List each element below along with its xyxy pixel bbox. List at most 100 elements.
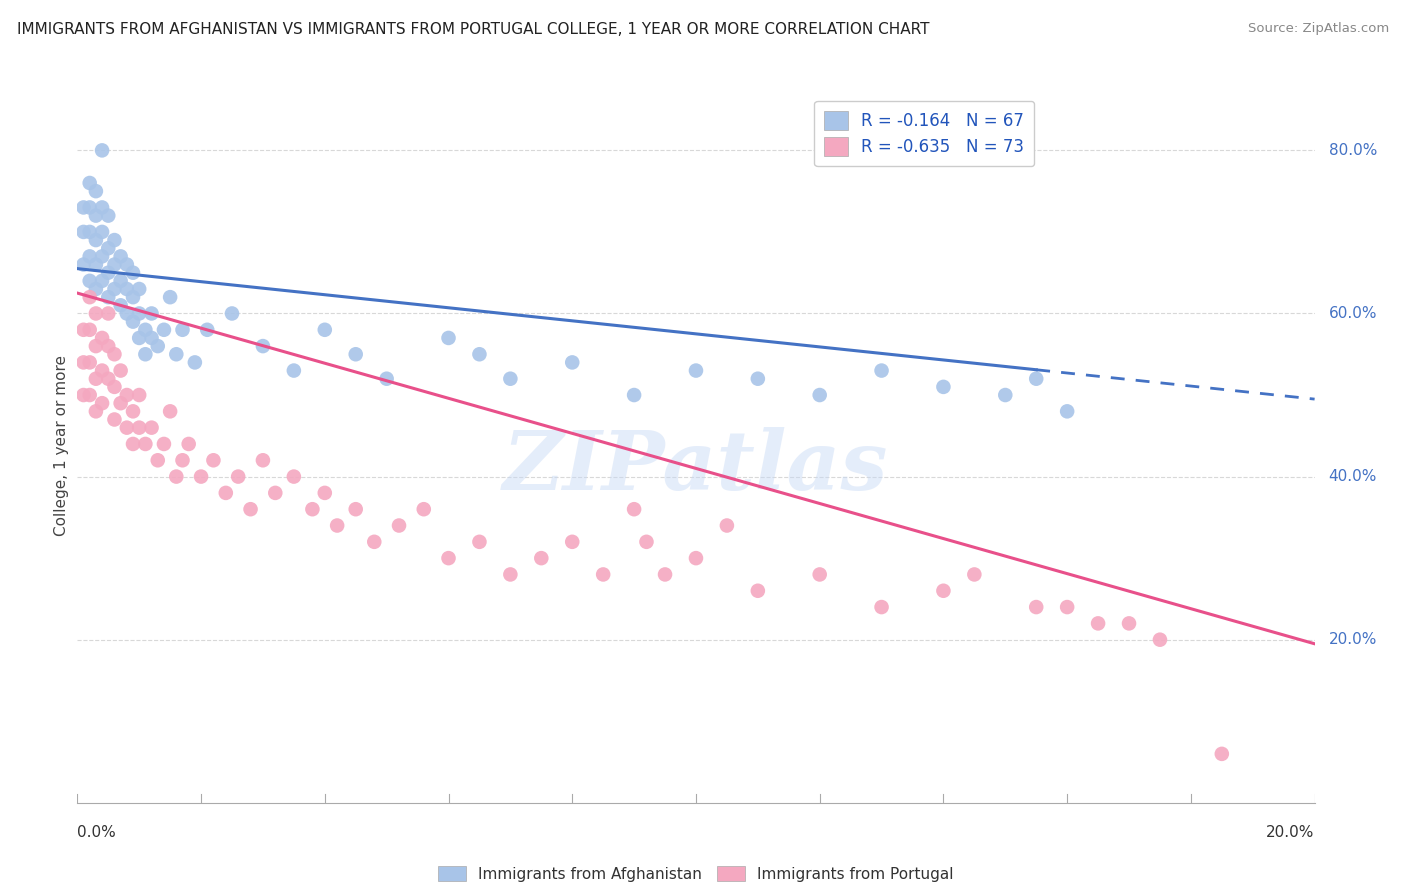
Point xyxy=(110,249,132,263)
Point xyxy=(115,388,138,402)
Point xyxy=(103,380,125,394)
Point xyxy=(623,502,645,516)
Point xyxy=(122,290,145,304)
Point xyxy=(747,372,769,386)
Point xyxy=(172,453,194,467)
Point xyxy=(1087,616,1109,631)
Text: 80.0%: 80.0% xyxy=(1329,143,1376,158)
Point xyxy=(141,420,163,434)
Point xyxy=(97,290,120,304)
Point xyxy=(115,258,138,272)
Point xyxy=(128,306,150,320)
Point xyxy=(172,323,194,337)
Point xyxy=(103,233,125,247)
Text: 0.0%: 0.0% xyxy=(77,825,117,840)
Text: Source: ZipAtlas.com: Source: ZipAtlas.com xyxy=(1249,22,1389,36)
Point xyxy=(115,282,138,296)
Text: ZIPatlas: ZIPatlas xyxy=(503,427,889,508)
Y-axis label: College, 1 year or more: College, 1 year or more xyxy=(53,356,69,536)
Point xyxy=(437,551,460,566)
Text: 60.0%: 60.0% xyxy=(1329,306,1376,321)
Point xyxy=(122,266,145,280)
Point xyxy=(141,306,163,320)
Point xyxy=(97,209,120,223)
Point xyxy=(122,437,145,451)
Point xyxy=(932,583,955,598)
Point xyxy=(84,209,107,223)
Point xyxy=(654,567,676,582)
Point xyxy=(412,502,434,516)
Point xyxy=(79,355,101,369)
Point xyxy=(122,315,145,329)
Point xyxy=(685,363,707,377)
Point xyxy=(177,437,200,451)
Point xyxy=(314,323,336,337)
Point xyxy=(134,323,156,337)
Point xyxy=(1149,632,1171,647)
Point xyxy=(165,347,187,361)
Point xyxy=(623,388,645,402)
Point xyxy=(91,331,114,345)
Point xyxy=(932,380,955,394)
Point xyxy=(1211,747,1233,761)
Point xyxy=(91,225,114,239)
Point xyxy=(84,339,107,353)
Point xyxy=(636,534,658,549)
Point xyxy=(128,388,150,402)
Text: IMMIGRANTS FROM AFGHANISTAN VS IMMIGRANTS FROM PORTUGAL COLLEGE, 1 YEAR OR MORE : IMMIGRANTS FROM AFGHANISTAN VS IMMIGRANT… xyxy=(17,22,929,37)
Point xyxy=(301,502,323,516)
Point xyxy=(184,355,207,369)
Point xyxy=(1118,616,1140,631)
Point xyxy=(344,347,367,361)
Point xyxy=(499,372,522,386)
Point xyxy=(141,331,163,345)
Point xyxy=(79,323,101,337)
Point xyxy=(97,241,120,255)
Point xyxy=(808,567,831,582)
Point xyxy=(91,144,114,158)
Text: 40.0%: 40.0% xyxy=(1329,469,1376,484)
Point xyxy=(79,201,101,215)
Point xyxy=(128,331,150,345)
Point xyxy=(103,412,125,426)
Point xyxy=(115,306,138,320)
Point xyxy=(561,355,583,369)
Point xyxy=(375,372,398,386)
Point xyxy=(195,323,218,337)
Point xyxy=(468,534,491,549)
Point xyxy=(110,298,132,312)
Point xyxy=(808,388,831,402)
Point xyxy=(84,184,107,198)
Point xyxy=(1056,600,1078,615)
Point xyxy=(103,347,125,361)
Point xyxy=(363,534,385,549)
Point xyxy=(72,201,94,215)
Point xyxy=(91,249,114,263)
Point xyxy=(146,339,169,353)
Point xyxy=(252,339,274,353)
Point xyxy=(153,323,176,337)
Point xyxy=(79,249,101,263)
Point xyxy=(110,274,132,288)
Point xyxy=(239,502,262,516)
Point xyxy=(72,225,94,239)
Point xyxy=(190,469,212,483)
Text: 20.0%: 20.0% xyxy=(1329,632,1376,648)
Point xyxy=(128,420,150,434)
Point xyxy=(499,567,522,582)
Point xyxy=(388,518,411,533)
Point xyxy=(870,600,893,615)
Point xyxy=(91,363,114,377)
Point xyxy=(437,331,460,345)
Point xyxy=(344,502,367,516)
Point xyxy=(79,225,101,239)
Point xyxy=(994,388,1017,402)
Point xyxy=(685,551,707,566)
Point xyxy=(215,486,238,500)
Point xyxy=(115,420,138,434)
Point xyxy=(963,567,986,582)
Point xyxy=(84,372,107,386)
Point xyxy=(79,388,101,402)
Point xyxy=(747,583,769,598)
Point xyxy=(103,282,125,296)
